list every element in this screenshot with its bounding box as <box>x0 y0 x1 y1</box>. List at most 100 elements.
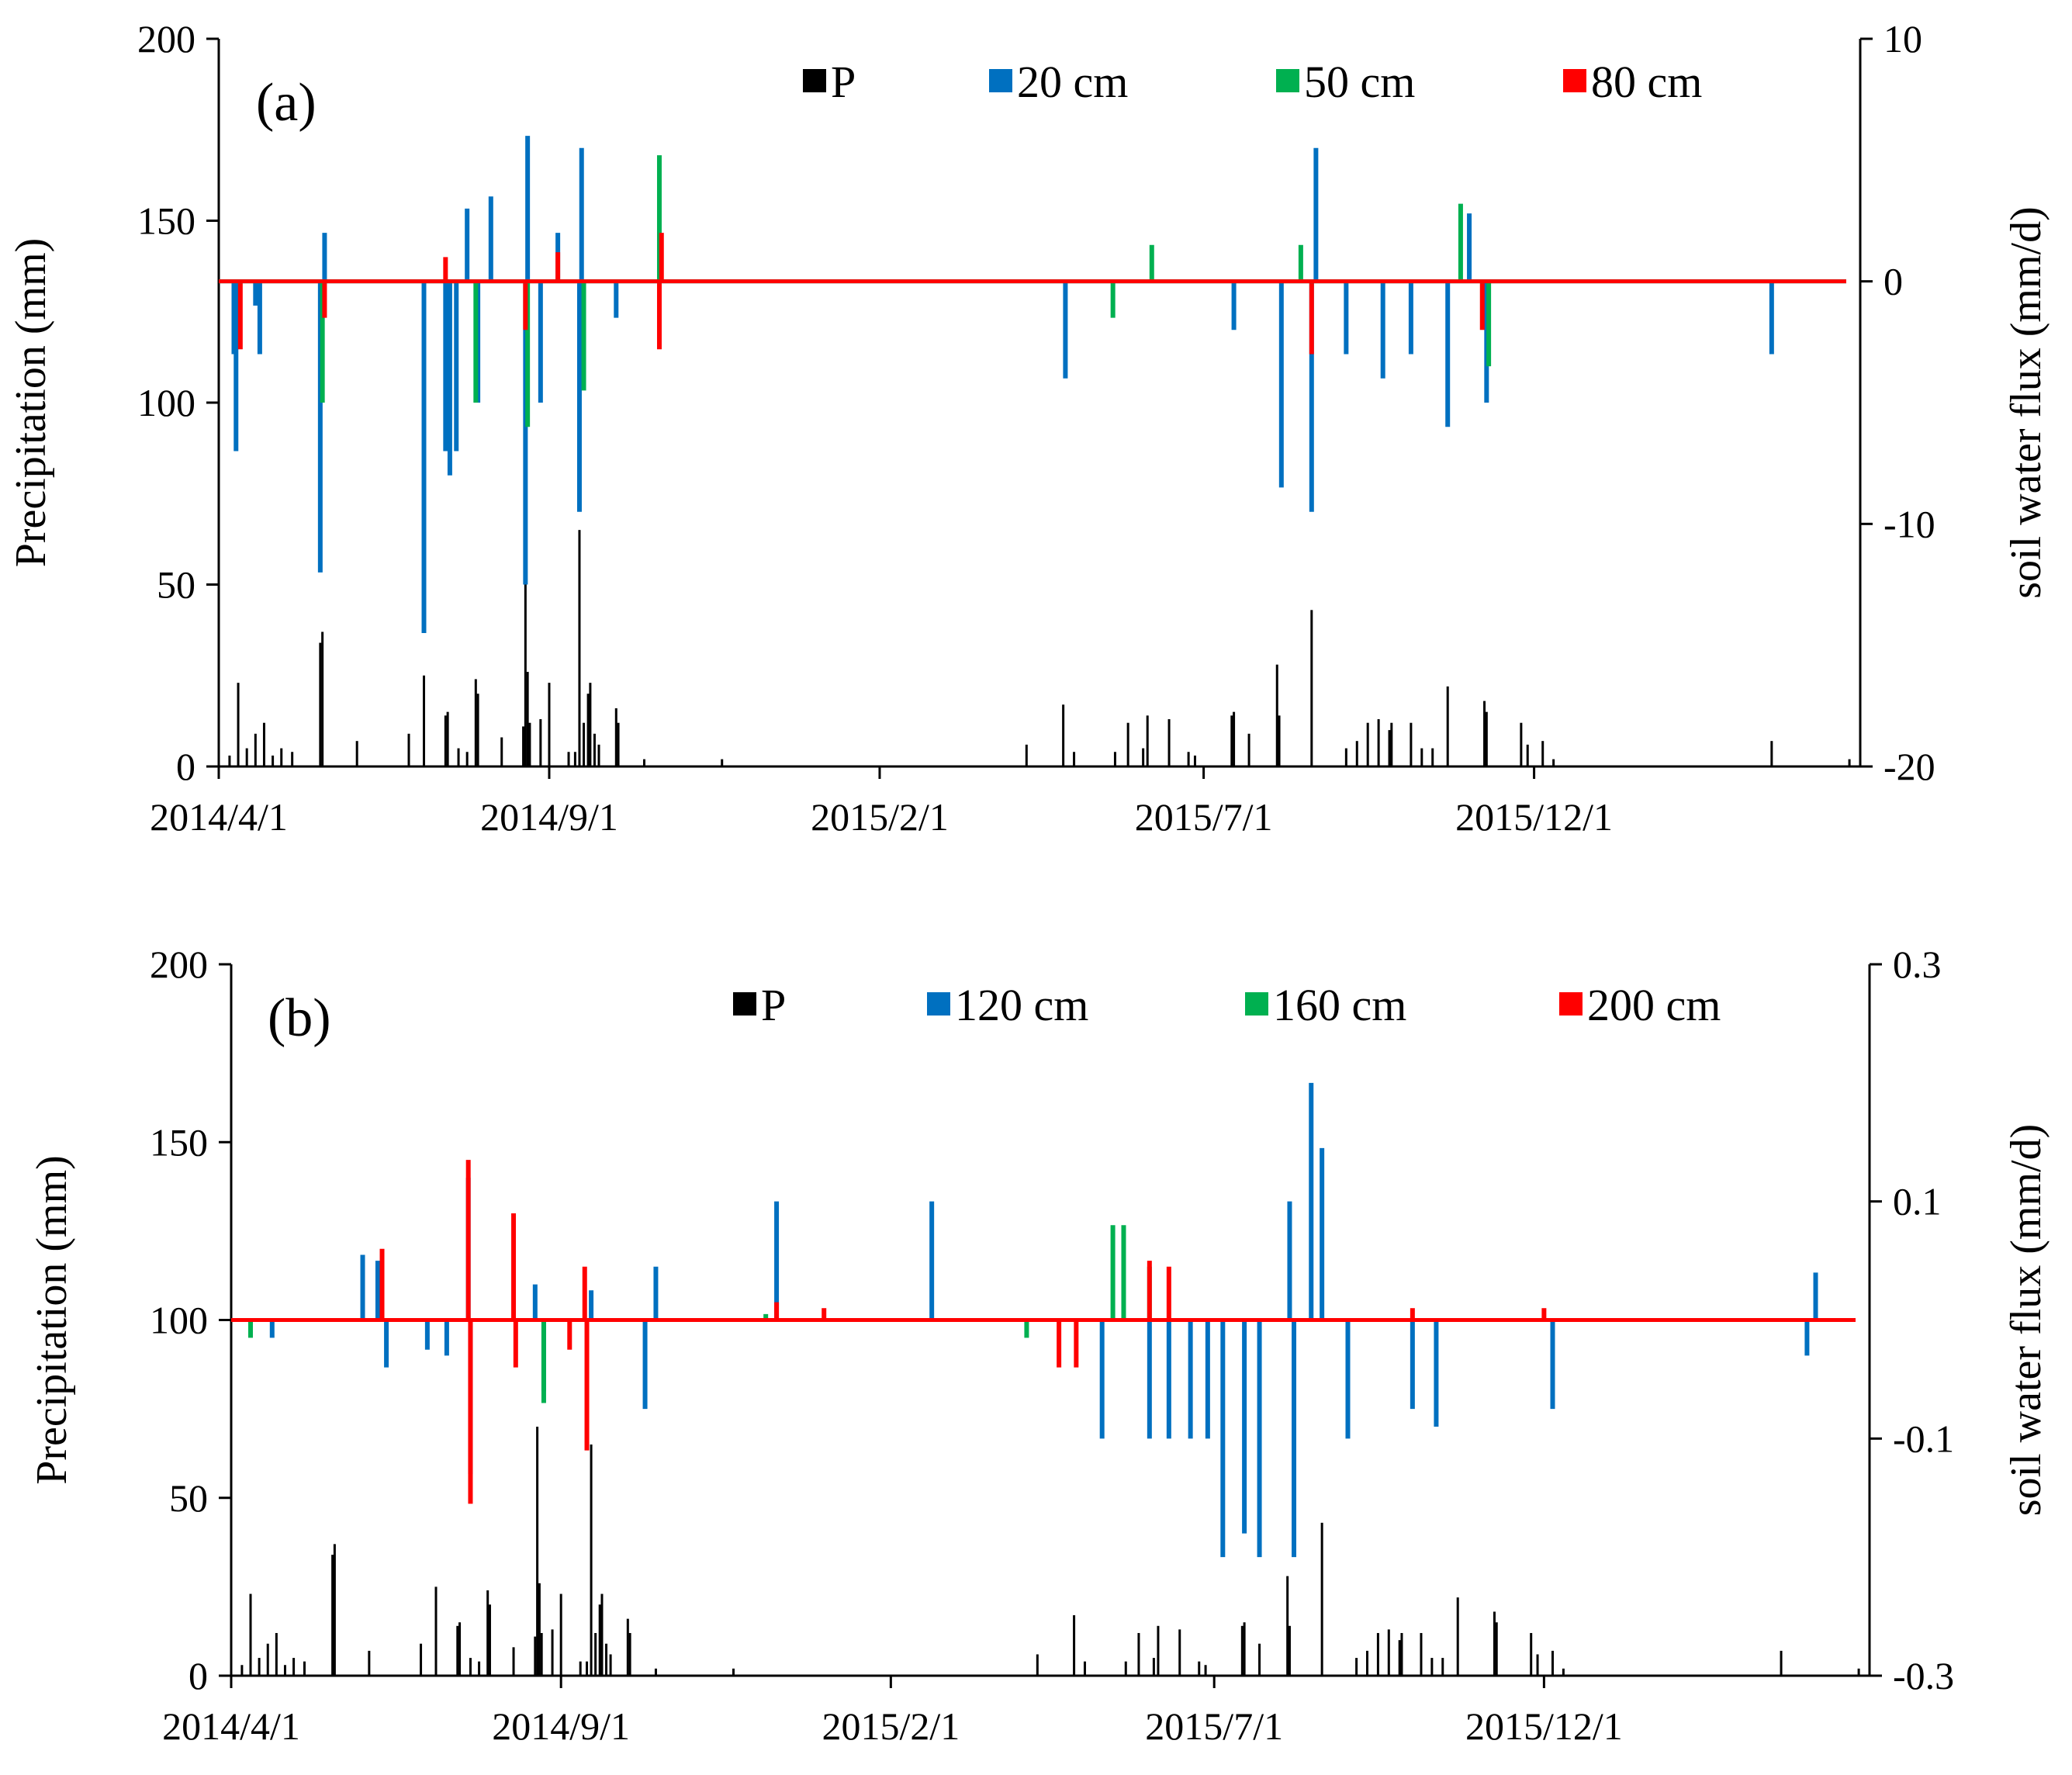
precip-bar <box>303 1661 306 1676</box>
precip-bar <box>573 752 576 766</box>
precip-bar <box>1456 1597 1459 1676</box>
precip-bar <box>1278 715 1281 766</box>
precip-bar <box>1233 711 1236 766</box>
x-tick-label: 2014/9/1 <box>492 1704 630 1748</box>
precip-bar <box>275 1632 278 1676</box>
precip-bar <box>598 1604 601 1676</box>
precip-bar <box>1520 722 1523 766</box>
x-tick-label: 2015/2/1 <box>811 795 949 839</box>
legend-swatch <box>927 992 950 1016</box>
y2-tick-label: 10 <box>1883 17 1922 61</box>
precip-bar <box>1193 755 1196 766</box>
precip-bar <box>254 733 257 766</box>
x-tick-label: 2015/12/1 <box>1465 1704 1623 1748</box>
y-tick-label: 200 <box>150 943 208 986</box>
precip-bar <box>228 755 231 766</box>
precip-bar <box>1113 752 1116 766</box>
precip-bar <box>1310 610 1313 766</box>
precip-bar <box>249 1593 252 1676</box>
precip-bar <box>1420 1632 1423 1676</box>
precip-bar <box>1146 715 1149 766</box>
legend-label: P <box>761 980 786 1030</box>
precip-bar <box>1376 1632 1379 1676</box>
precip-bar <box>331 1555 334 1676</box>
precip-bar <box>291 752 294 766</box>
precip-bar <box>1187 752 1190 766</box>
precip-bar <box>280 748 283 766</box>
y2-tick-label: -0.1 <box>1893 1417 1954 1460</box>
precip-bar <box>1377 719 1380 766</box>
precip-bar <box>1288 1625 1291 1676</box>
precip-bar <box>1073 1615 1076 1676</box>
precip-bar <box>1410 722 1413 766</box>
precip-bar <box>626 1618 629 1676</box>
precip-bar <box>321 631 324 766</box>
precip-bar <box>1025 744 1028 766</box>
precip-bar <box>1152 1658 1155 1676</box>
precip-bar <box>240 1665 244 1676</box>
precip-bar <box>1275 664 1278 766</box>
precip-bar <box>1387 1629 1390 1676</box>
precip-bar <box>567 752 570 766</box>
precip-bar <box>1493 1611 1496 1676</box>
precip-bar <box>1483 701 1486 766</box>
legend-label: 160 cm <box>1273 980 1406 1030</box>
legend-label: 50 cm <box>1304 57 1415 107</box>
precip-bar <box>1400 1632 1403 1676</box>
precip-bar <box>1551 1650 1554 1676</box>
y2-axis-title: soil water flux (mm/d) <box>2002 206 2050 598</box>
precip-bar <box>609 1654 612 1676</box>
precip-bar <box>540 1632 543 1676</box>
legend-label: 200 cm <box>1587 980 1721 1030</box>
precip-bar <box>590 1444 593 1676</box>
precip-bar <box>1247 733 1250 766</box>
precip-bar <box>524 584 527 766</box>
precip-bar <box>1355 1658 1358 1676</box>
precip-bar <box>579 1661 582 1676</box>
precip-bar <box>1536 1654 1539 1676</box>
precip-bar <box>1355 741 1358 766</box>
precip-bar <box>1366 1650 1369 1676</box>
y-axis-title: Precipitation (mm) <box>7 238 55 568</box>
precip-bar <box>1431 748 1434 766</box>
precip-bar <box>1388 730 1391 766</box>
precip-bar <box>628 1632 631 1676</box>
panel-label: (b) <box>268 988 331 1048</box>
panel-b: 0 50 100 150 200 -0.3 -0.1 0.1 0.3 2014/4/1 2014/9… <box>28 943 2050 1748</box>
x-tick-label: 2015/7/1 <box>1145 1704 1283 1748</box>
precip-bar <box>597 744 600 766</box>
precip-bar <box>1780 1650 1783 1676</box>
legend-label: P <box>831 57 856 107</box>
precip-bar <box>486 1590 489 1676</box>
precip-bar <box>586 1661 589 1676</box>
precip-bar <box>589 683 592 766</box>
precip-bar <box>465 752 469 766</box>
precip-bar <box>283 1665 286 1676</box>
legend-swatch <box>1563 69 1586 92</box>
precip-bar <box>1320 1522 1323 1676</box>
precip-bar <box>1258 1643 1261 1676</box>
precip-bar <box>583 722 586 766</box>
precip-bar <box>536 1427 539 1676</box>
precip-bar <box>488 1604 491 1676</box>
precip-bar <box>594 1632 597 1676</box>
x-tick-label: 2015/2/1 <box>822 1704 960 1748</box>
precip-bar <box>1157 1625 1160 1676</box>
precip-bar <box>1770 741 1773 766</box>
y-tick-label: 50 <box>169 1476 208 1520</box>
precip-bar <box>1562 1668 1565 1676</box>
precip-bar <box>593 733 596 766</box>
precip-bar <box>500 737 503 766</box>
x-tick-label: 2014/4/1 <box>150 795 288 839</box>
precip-bar <box>262 722 265 766</box>
precip-bar <box>654 1668 657 1676</box>
y2-tick-label: 0.1 <box>1893 1180 1942 1223</box>
precip-bar <box>578 530 581 766</box>
precip-bar <box>1366 722 1369 766</box>
precip-bar <box>1198 1661 1201 1676</box>
legend-swatch <box>1245 992 1268 1016</box>
precip-bar <box>600 1593 604 1676</box>
precip-bar <box>1857 1668 1860 1676</box>
precip-bar <box>642 759 645 766</box>
precip-bar <box>1062 704 1065 766</box>
